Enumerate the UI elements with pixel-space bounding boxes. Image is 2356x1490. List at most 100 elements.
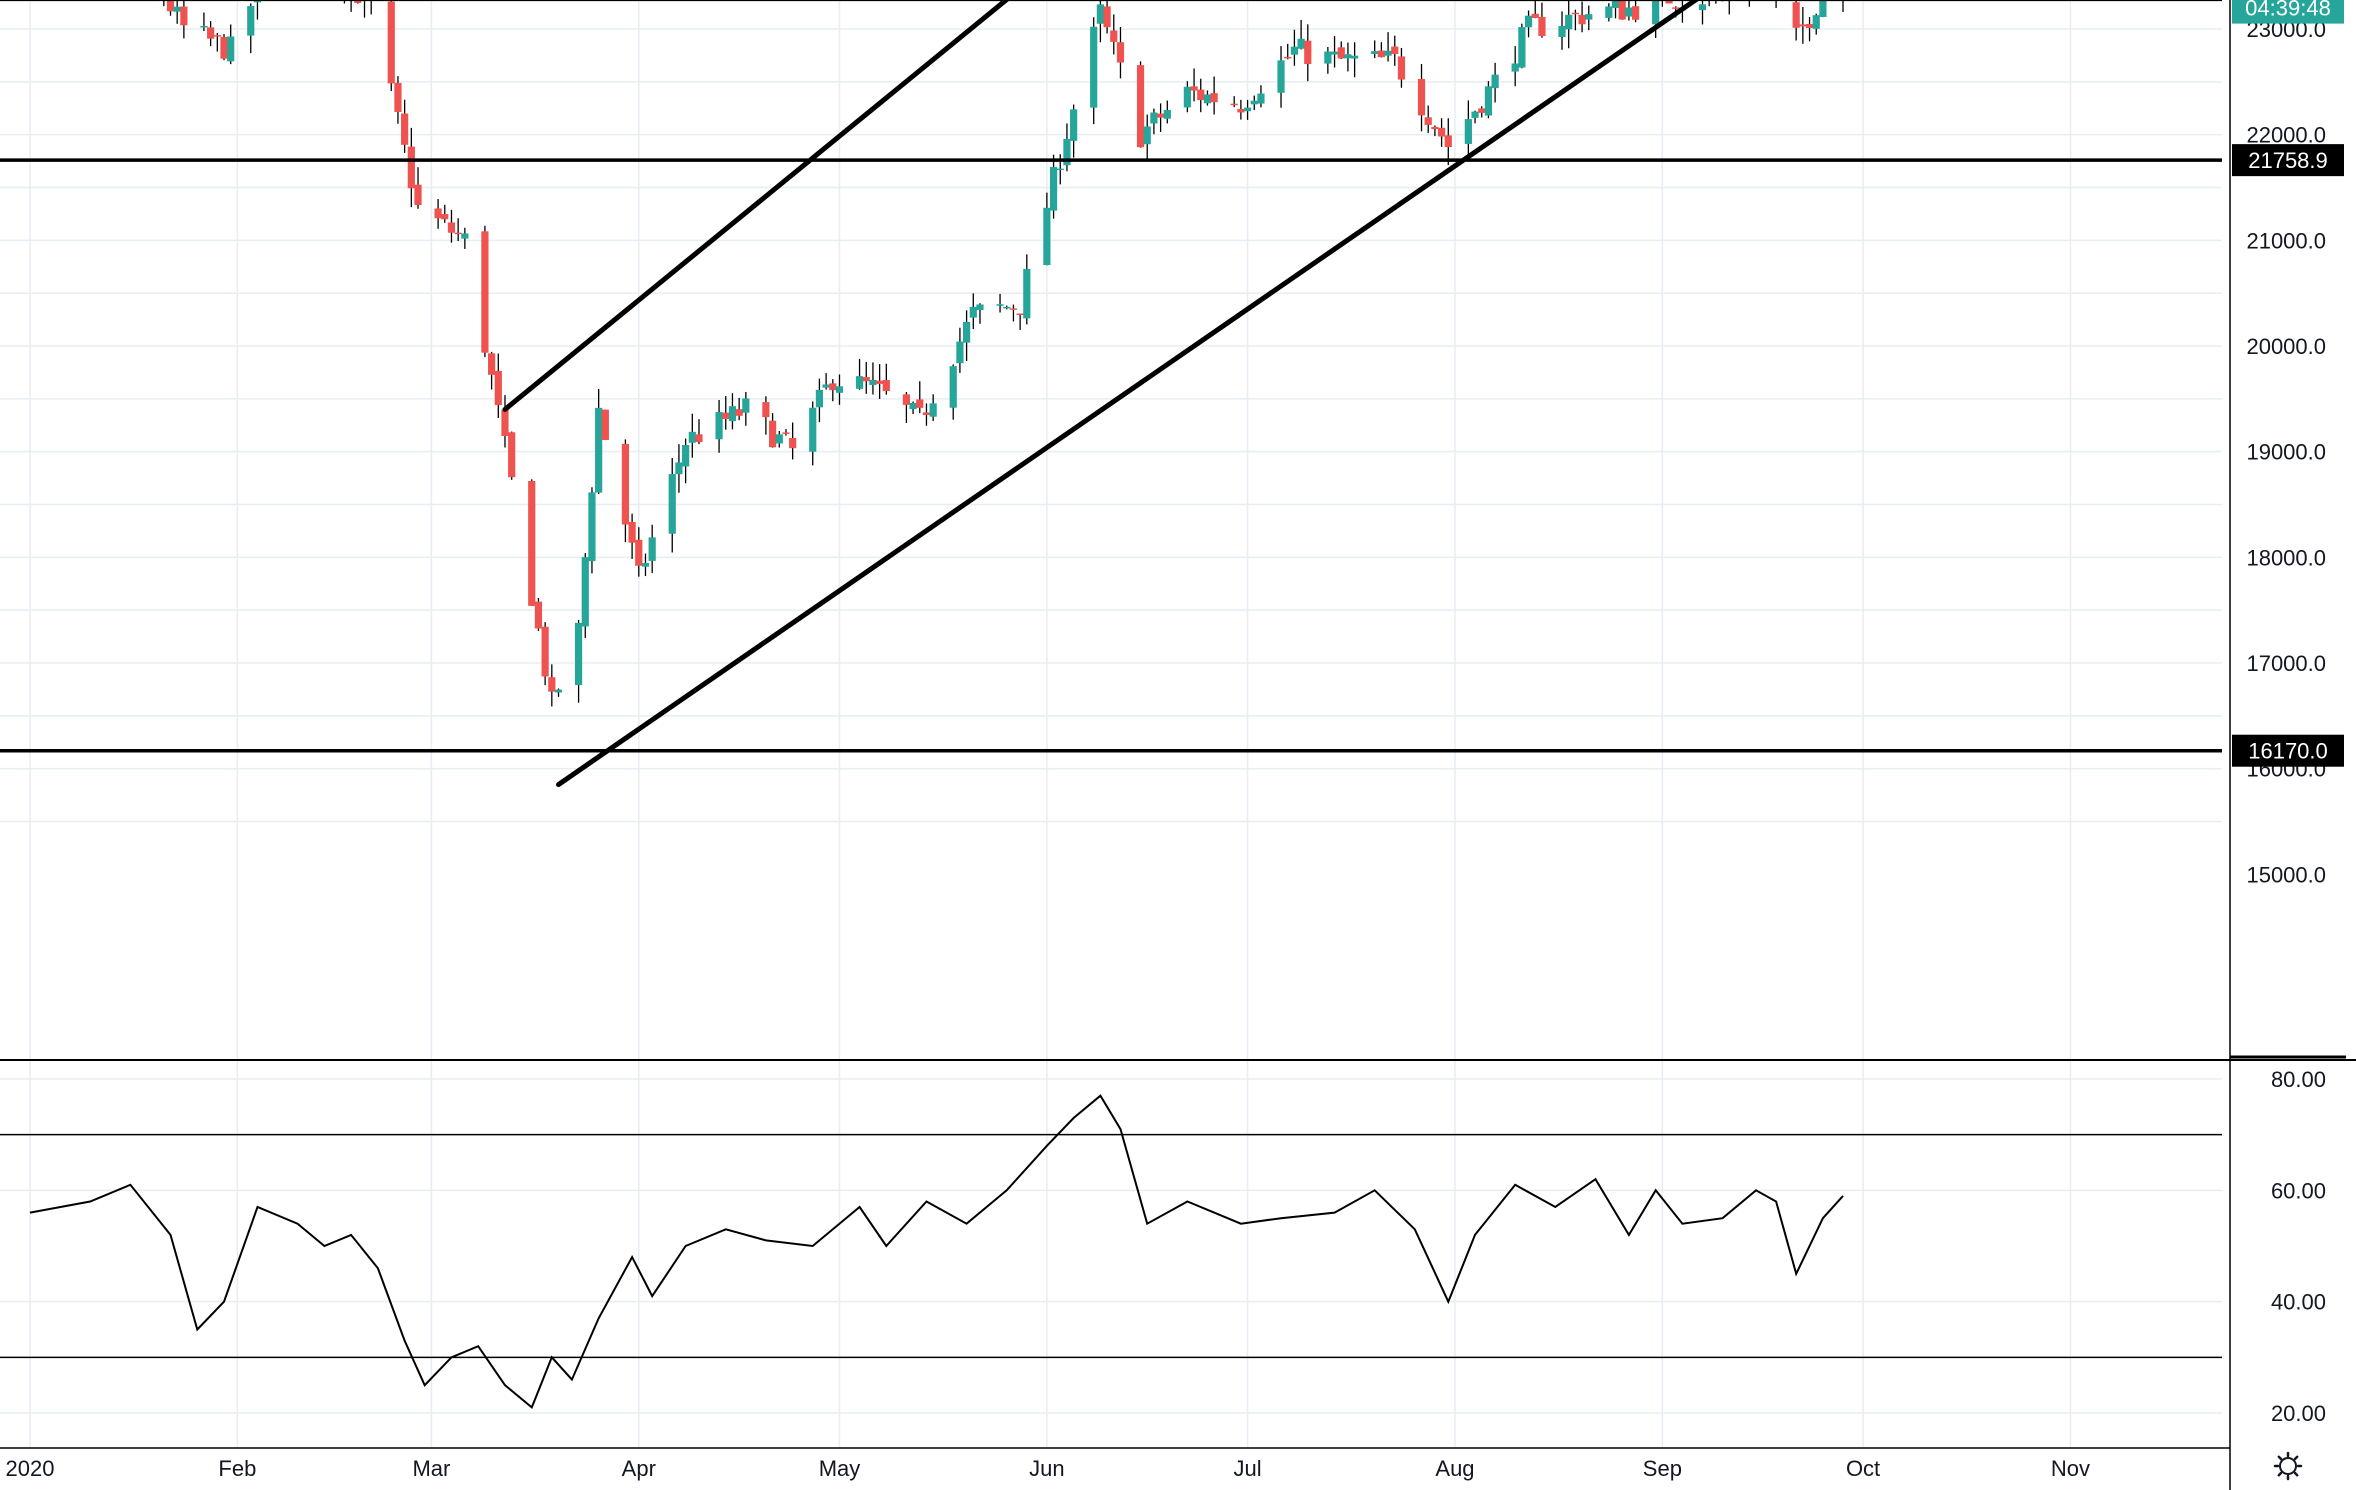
candle-body xyxy=(1023,268,1031,319)
candle-body xyxy=(1491,74,1499,89)
candle-body xyxy=(1150,112,1158,124)
candle-body xyxy=(1625,7,1633,17)
indicator-tick-label: 40.00 xyxy=(2271,1290,2326,1315)
candle-body xyxy=(1518,27,1526,68)
candle-body xyxy=(414,184,422,205)
time-tick-label: Jun xyxy=(1029,1456,1064,1481)
candle-body xyxy=(595,407,603,493)
candle-body xyxy=(641,563,650,567)
candle-body xyxy=(447,222,456,233)
candle-body xyxy=(835,386,844,393)
candle-body xyxy=(635,539,643,566)
grid-lines xyxy=(0,0,2222,1448)
candle-body xyxy=(949,366,957,408)
candle-body xyxy=(1277,60,1285,93)
candle-body xyxy=(1136,65,1145,148)
candle-body xyxy=(588,492,596,562)
candle-body xyxy=(682,445,690,467)
candle-body xyxy=(916,399,924,408)
candle-body xyxy=(1096,4,1104,24)
candle-body xyxy=(166,0,175,12)
candle-body xyxy=(180,6,188,26)
candle-body xyxy=(1143,126,1151,145)
candle-body xyxy=(1464,119,1472,144)
candle-body xyxy=(1805,23,1814,28)
candle-body xyxy=(809,407,817,452)
candle-body xyxy=(548,677,556,692)
candle-body xyxy=(488,353,496,375)
candle-body xyxy=(1324,51,1332,64)
candle-body xyxy=(1351,55,1359,59)
time-tick-label: Jul xyxy=(1234,1456,1262,1481)
candle-body xyxy=(1243,107,1252,112)
time-tick-label: 2020 xyxy=(6,1456,55,1481)
indicator-tick-label: 60.00 xyxy=(2271,1178,2326,1203)
candle-body xyxy=(1665,0,1673,4)
candle-body xyxy=(1391,46,1399,54)
candle-body xyxy=(1444,135,1452,148)
candle-body xyxy=(1284,56,1292,59)
candle-body xyxy=(200,25,208,28)
candle-body xyxy=(434,208,442,219)
candle-body xyxy=(1424,117,1432,125)
candle-body xyxy=(554,689,563,693)
candle-body xyxy=(1618,1,1626,20)
candle-body xyxy=(1110,30,1118,42)
candle-body xyxy=(387,1,395,84)
candle-body xyxy=(1417,78,1426,116)
candle-body xyxy=(1524,15,1533,28)
candle-body xyxy=(742,398,750,413)
candle-body xyxy=(1049,166,1058,211)
candle-body xyxy=(675,462,683,475)
candle-body xyxy=(401,113,409,145)
time-axis: 2020 Feb Mar Apr May Jun Jul Aug Sep Oct Nov xyxy=(6,1456,2090,1481)
candle-body xyxy=(1792,2,1800,28)
candle-body xyxy=(782,432,790,434)
candle-body xyxy=(902,394,910,405)
time-tick-label: Nov xyxy=(2051,1456,2090,1481)
candle-body xyxy=(1652,0,1660,25)
candle-body xyxy=(207,27,215,39)
candle-body xyxy=(581,557,589,627)
candle-body xyxy=(1250,100,1258,105)
candle-body xyxy=(1056,168,1064,171)
candle-body xyxy=(227,36,235,62)
time-tick-label: Aug xyxy=(1435,1456,1474,1481)
candle-body xyxy=(1103,6,1111,28)
candle-body xyxy=(628,521,636,543)
candle-body xyxy=(1330,51,1339,55)
candle-body xyxy=(1484,86,1493,116)
candle-body xyxy=(1565,14,1573,30)
candle-body xyxy=(481,231,489,353)
candle-body xyxy=(1290,46,1299,55)
level-price-tag-bg xyxy=(2232,144,2344,177)
candle-body xyxy=(1437,127,1446,137)
countdown-tag-bg xyxy=(2232,0,2344,24)
indicator-line xyxy=(29,1094,1844,1410)
candle-body xyxy=(1157,113,1165,118)
candle-body xyxy=(1090,26,1098,108)
candle-body xyxy=(1016,313,1024,316)
candle-body xyxy=(1605,6,1613,18)
time-tick-label: Sep xyxy=(1643,1456,1682,1481)
candle-body xyxy=(976,304,984,310)
level-price-tag: 21758.9 xyxy=(2248,148,2328,173)
candle-body xyxy=(956,341,964,364)
candle-body xyxy=(354,0,362,3)
candle-body xyxy=(534,601,543,629)
candle-body xyxy=(768,420,777,448)
candle-body xyxy=(1063,138,1071,166)
candle-body xyxy=(461,233,469,239)
candle-body xyxy=(501,409,509,437)
price-tick-label: 15000.0 xyxy=(2246,862,2326,887)
countdown-tag: 04:39:48 xyxy=(2245,0,2331,21)
candle-body xyxy=(1190,86,1198,91)
settings-gear-icon[interactable] xyxy=(2273,1451,2303,1481)
candle-body xyxy=(1812,15,1820,29)
candle-body xyxy=(1632,6,1640,20)
candle-body xyxy=(1183,86,1191,108)
price-tick-label: 22000.0 xyxy=(2246,123,2326,148)
candle-body xyxy=(922,412,931,416)
candle-body xyxy=(1531,13,1539,19)
